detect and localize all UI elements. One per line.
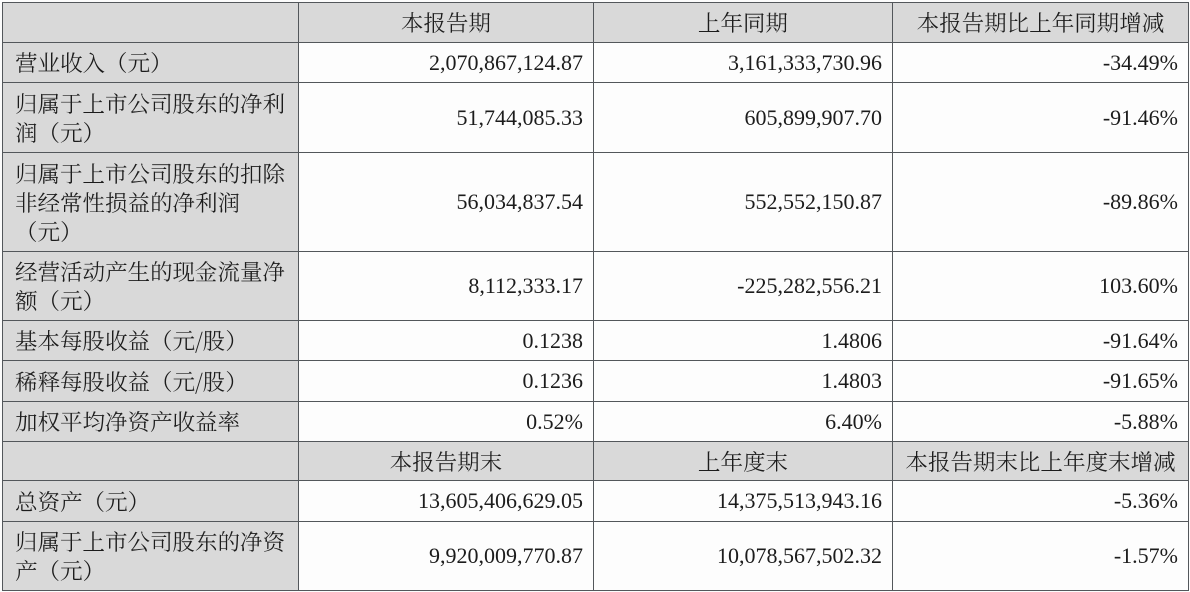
metric-label: 基本每股收益（元/股）	[2, 320, 299, 361]
metric-label: 归属于上市公司股东的净资产（元）	[2, 521, 299, 591]
position-header-metric	[2, 441, 299, 481]
metric-label: 加权平均净资产收益率	[2, 401, 299, 442]
metric-row: 加权平均净资产收益率 0.52% 6.40% -5.88%	[2, 401, 1189, 442]
metric-label: 总资产（元）	[2, 480, 299, 522]
metric-label: 营业收入（元）	[2, 42, 299, 83]
metric-row: 营业收入（元） 2,070,867,124.87 3,161,333,730.9…	[2, 42, 1189, 83]
metric-change-value: -34.49%	[892, 42, 1189, 83]
metric-current-value: 8,112,333.17	[298, 251, 594, 321]
metric-prior-value: 1.4803	[593, 360, 893, 402]
metric-current-value: 13,605,406,629.05	[298, 480, 594, 522]
position-header-change: 本报告期末比上年度末增减	[892, 441, 1189, 481]
metric-current-value: 2,070,867,124.87	[298, 42, 594, 83]
metric-change-value: -5.36%	[892, 480, 1189, 522]
metric-label: 归属于上市公司股东的扣除非经常性损益的净利润（元）	[2, 152, 299, 252]
period-header-change: 本报告期比上年同期增减	[892, 2, 1189, 43]
metric-current-value: 56,034,837.54	[298, 152, 594, 252]
position-header-current: 本报告期末	[298, 441, 594, 481]
position-header-row: 本报告期末 上年度末 本报告期末比上年度末增减	[2, 441, 1189, 481]
period-header-row: 本报告期 上年同期 本报告期比上年同期增减	[2, 2, 1189, 43]
metric-change-value: -91.64%	[892, 320, 1189, 361]
metric-current-value: 0.52%	[298, 401, 594, 442]
metric-prior-value: -225,282,556.21	[593, 251, 893, 321]
metric-label: 经营活动产生的现金流量净额（元）	[2, 251, 299, 321]
metric-current-value: 0.1236	[298, 360, 594, 402]
metric-row: 基本每股收益（元/股） 0.1238 1.4806 -91.64%	[2, 320, 1189, 361]
metric-prior-value: 605,899,907.70	[593, 82, 893, 153]
metric-label: 稀释每股收益（元/股）	[2, 360, 299, 402]
metric-row: 归属于上市公司股东的净资产（元） 9,920,009,770.87 10,078…	[2, 521, 1189, 591]
metric-current-value: 51,744,085.33	[298, 82, 594, 153]
metric-change-value: -5.88%	[892, 401, 1189, 442]
metric-prior-value: 1.4806	[593, 320, 893, 361]
metric-prior-value: 552,552,150.87	[593, 152, 893, 252]
metric-label: 归属于上市公司股东的净利润（元）	[2, 82, 299, 153]
metric-prior-value: 10,078,567,502.32	[593, 521, 893, 591]
metric-current-value: 9,920,009,770.87	[298, 521, 594, 591]
metric-row: 经营活动产生的现金流量净额（元） 8,112,333.17 -225,282,5…	[2, 251, 1189, 321]
metric-row: 总资产（元） 13,605,406,629.05 14,375,513,943.…	[2, 480, 1189, 522]
metric-prior-value: 6.40%	[593, 401, 893, 442]
metric-change-value: -91.65%	[892, 360, 1189, 402]
metric-prior-value: 14,375,513,943.16	[593, 480, 893, 522]
metric-prior-value: 3,161,333,730.96	[593, 42, 893, 83]
period-header-prior: 上年同期	[593, 2, 893, 43]
position-header-prior: 上年度末	[593, 441, 893, 481]
metric-row: 稀释每股收益（元/股） 0.1236 1.4803 -91.65%	[2, 360, 1189, 402]
metric-change-value: -89.86%	[892, 152, 1189, 252]
metric-change-value: 103.60%	[892, 251, 1189, 321]
period-header-metric	[2, 2, 299, 43]
metric-current-value: 0.1238	[298, 320, 594, 361]
period-header-current: 本报告期	[298, 2, 594, 43]
metric-row: 归属于上市公司股东的净利润（元） 51,744,085.33 605,899,9…	[2, 82, 1189, 153]
metric-row: 归属于上市公司股东的扣除非经常性损益的净利润（元） 56,034,837.54 …	[2, 152, 1189, 252]
metric-change-value: -1.57%	[892, 521, 1189, 591]
metric-change-value: -91.46%	[892, 82, 1189, 153]
